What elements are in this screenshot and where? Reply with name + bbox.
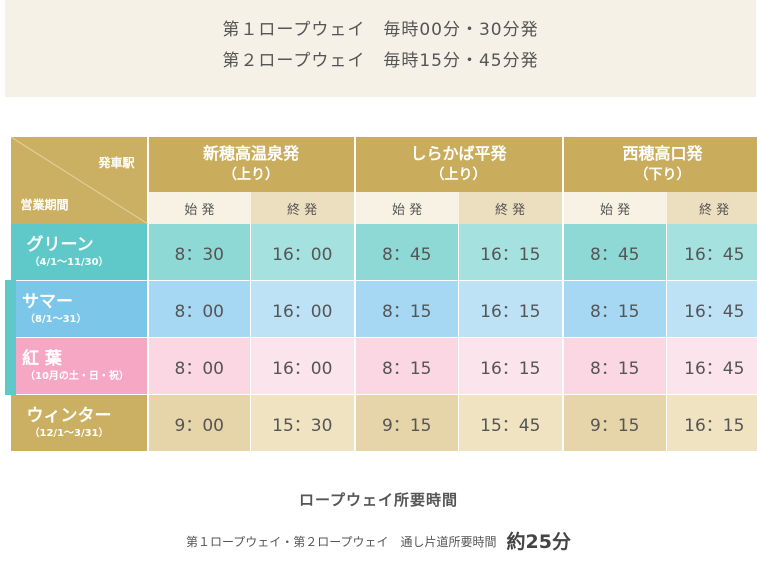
table-row-green: グリーン （4/1～11/30） 8：30 16：00 8：45 16：15 8… [10, 224, 757, 281]
time-cell: 16：45 [666, 224, 757, 281]
travel-time-duration: 約25分 [506, 531, 571, 553]
time-cell: 9：15 [353, 394, 459, 451]
time-cell: 16：15 [666, 394, 757, 451]
table-corner: 発車駅 営業期間 [10, 137, 148, 224]
departure-frequency-banner: 第１ロープウェイ 毎時00分・30分発 第２ロープウェイ 毎時15分・45分発 [5, 0, 756, 97]
travel-time-title: ロープウェイ所要時間 [298, 491, 459, 509]
last-departure-header: 終 発 [250, 192, 355, 224]
time-cell: 8：45 [561, 224, 667, 281]
season-name: 紅 葉 [22, 348, 62, 369]
time-cell: 16：15 [458, 280, 563, 338]
time-cell: 16：00 [249, 280, 355, 338]
time-cell: 16：45 [666, 280, 757, 338]
time-cell: 9：15 [561, 394, 667, 451]
station-name: 新穂高温泉発 [203, 144, 300, 163]
time-cell: 15：30 [249, 394, 355, 451]
season-cell: サマー （8/1～31） [5, 280, 148, 338]
time-cell: 9：00 [146, 394, 251, 451]
corner-diagonal [10, 137, 148, 224]
season-cell: グリーン （4/1～11/30） [10, 224, 148, 281]
departure-station-label: 発車駅 [98, 156, 135, 170]
season-name: グリーン [26, 234, 94, 255]
time-cell: 16：00 [249, 337, 355, 395]
station-direction: （下り） [634, 167, 691, 183]
last-departure-header: 終 発 [666, 192, 757, 224]
table-row-autumn-leaves: 紅 葉 （10月の土・日・祝） 8：00 16：00 8：15 16：15 8：… [5, 337, 757, 395]
time-cell: 8：30 [146, 224, 251, 281]
time-cell: 16：15 [458, 337, 563, 395]
last-departure-header: 終 発 [458, 192, 563, 224]
travel-time-line: 第１ロープウェイ・第２ロープウェイ 通し片道所要時間 約25分 [0, 527, 757, 554]
station-name: しらかば平発 [410, 144, 507, 163]
operating-period-label: 営業期間 [20, 198, 69, 212]
station-name: 西穂高口発 [622, 144, 703, 163]
first-departure-header: 始 発 [561, 192, 667, 224]
season-name: サマー [22, 291, 73, 312]
season-cell: ウィンター （12/1～3/31） [10, 394, 148, 451]
first-departure-header: 始 発 [353, 192, 459, 224]
time-cell: 8：15 [561, 337, 667, 395]
time-cell: 15：45 [458, 394, 563, 451]
season-name: ウィンター [26, 405, 112, 426]
season-range: （8/1～31） [25, 313, 87, 325]
season-cell: 紅 葉 （10月の土・日・祝） [5, 337, 148, 395]
travel-time-description: 第１ロープウェイ・第２ロープウェイ 通し片道所要時間 [185, 535, 497, 549]
time-cell: 8：15 [561, 280, 667, 338]
station-header-nishihotakaguchi: 西穂高口発 （下り） [561, 137, 757, 192]
time-cell: 16：45 [666, 337, 757, 395]
season-range: （10月の土・日・祝） [25, 370, 129, 382]
season-range: （4/1～11/30） [29, 256, 109, 268]
first-departure-header: 始 発 [146, 192, 251, 224]
station-direction: （上り） [223, 167, 279, 183]
time-cell: 8：15 [353, 280, 459, 338]
table-row-winter: ウィンター （12/1～3/31） 9：00 15：30 9：15 15：45 … [10, 394, 757, 451]
station-header-shinhotaka: 新穂高温泉発 （上り） [146, 137, 355, 192]
time-cell: 8：45 [353, 224, 459, 281]
time-cell: 8：00 [146, 337, 251, 395]
timetable: 発車駅 営業期間 新穂高温泉発 （上り） しらかば平発 （上り） 西穂高口発 （… [5, 137, 757, 451]
time-cell: 16：15 [458, 224, 563, 281]
station-direction: （上り） [430, 167, 487, 183]
table-row-summer: サマー （8/1～31） 8：00 16：00 8：15 16：15 8：15 … [5, 280, 757, 338]
time-cell: 8：00 [146, 280, 251, 338]
time-cell: 16：00 [249, 224, 355, 281]
ropeway1-frequency: 第１ロープウェイ 毎時00分・30分発 [222, 20, 539, 40]
station-header-shirakabadaira: しらかば平発 （上り） [353, 137, 563, 192]
time-cell: 8：15 [353, 337, 459, 395]
ropeway2-frequency: 第２ロープウェイ 毎時15分・45分発 [222, 51, 539, 71]
season-range: （12/1～3/31） [29, 427, 109, 439]
